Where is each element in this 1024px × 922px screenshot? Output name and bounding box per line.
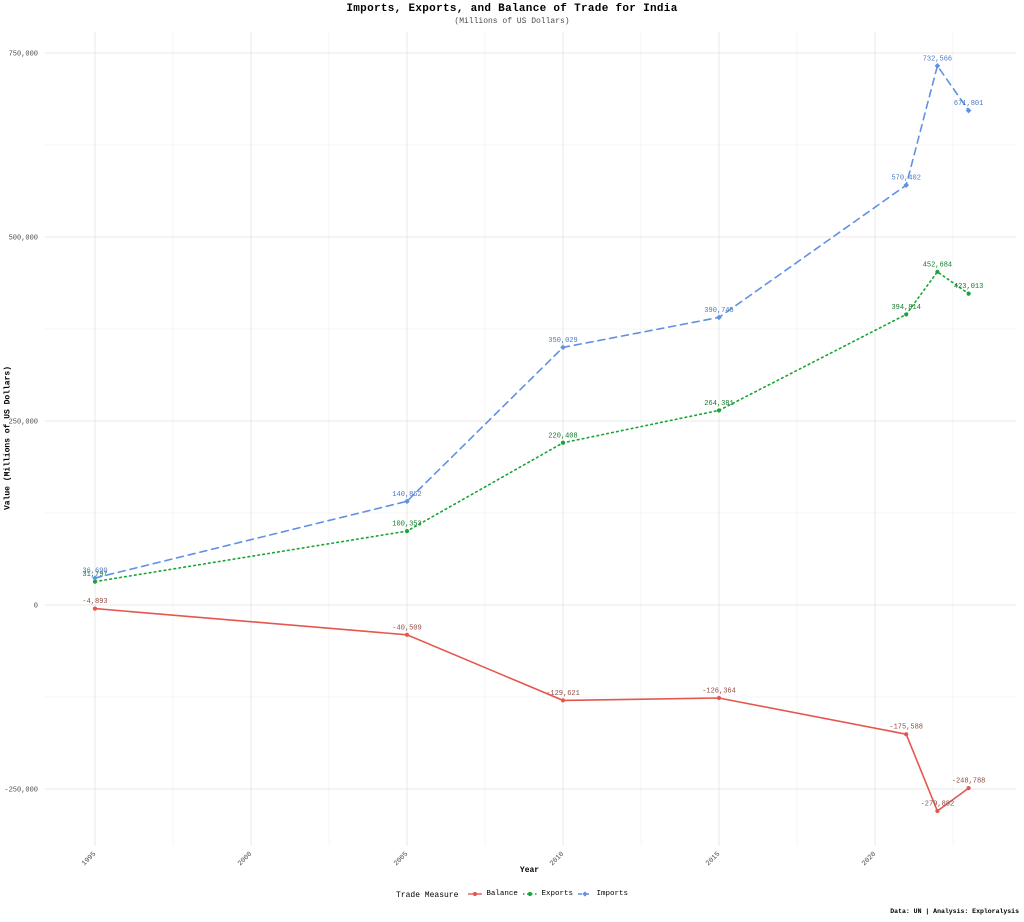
data-label: 570,402	[891, 175, 920, 183]
series-line-imports	[94, 63, 970, 579]
data-point	[904, 312, 909, 317]
data-label: 220,408	[548, 432, 577, 440]
gridlines-major	[45, 32, 1016, 846]
data-label: -126,364	[702, 688, 736, 696]
data-label: -175,588	[889, 724, 923, 732]
legend-key-icon	[523, 891, 538, 897]
y-axis-title: Value (Millions of US Dollars)	[3, 365, 13, 511]
data-point	[560, 698, 566, 703]
data-point	[935, 269, 940, 274]
data-label: -248,788	[952, 778, 986, 786]
data-point	[560, 440, 566, 445]
data-label: 390,745	[704, 307, 733, 315]
data-point	[935, 808, 940, 814]
data-label: 423,013	[954, 283, 983, 291]
data-point	[716, 695, 722, 701]
data-point	[904, 732, 909, 737]
data-label: 140,862	[392, 491, 421, 499]
data-point	[903, 182, 909, 188]
legend-item-label: Imports	[596, 890, 628, 898]
legend-item-exports: Exports	[522, 889, 573, 899]
legend-key-icon	[468, 891, 483, 897]
series-imports: 36,690 140,862 350,029 390,745 570,402 732,56…	[82, 55, 983, 581]
data-label: 264,381	[704, 400, 733, 408]
data-point	[965, 107, 972, 114]
data-point	[716, 314, 722, 321]
data-label: -129,621	[546, 690, 580, 698]
data-point	[934, 63, 941, 69]
legend-title: Trade Measure	[396, 891, 459, 900]
caption: Data: UN | Analysis: Exploralysis	[890, 908, 1019, 915]
legend-key-icon	[578, 891, 593, 897]
data-point	[404, 632, 410, 637]
data-point	[404, 529, 410, 534]
y-tick-label: 0	[34, 603, 38, 611]
series-line-balance	[94, 607, 970, 813]
gridlines-minor	[45, 32, 1016, 846]
legend-items: Balance Exports Imports	[467, 889, 628, 902]
data-label: 36,690	[82, 567, 107, 575]
series-exports: 31,797 100,353 220,408 264,381 394,814 452,68…	[82, 261, 983, 584]
y-tick-label: 500,000	[9, 235, 38, 243]
data-label: -279,882	[921, 800, 955, 808]
data-label: 671,801	[954, 100, 983, 108]
legend-item-imports: Imports	[577, 889, 628, 899]
data-label: 100,353	[392, 521, 421, 529]
data-label: -40,509	[392, 624, 421, 632]
legend-item-label: Balance	[486, 890, 518, 898]
series-balance: -4,893 -40,509 -129,621 -126,364 -175,588 -27…	[82, 598, 986, 814]
y-tick-label: 250,000	[9, 419, 38, 427]
x-axis-title: Year	[519, 866, 540, 875]
data-label: 31,797	[82, 571, 107, 579]
data-point	[560, 344, 566, 351]
series-line-exports	[94, 270, 970, 583]
y-tick-label: 750,000	[9, 51, 38, 59]
data-point	[92, 606, 98, 611]
data-point	[404, 498, 410, 505]
data-point	[92, 575, 98, 581]
data-point	[92, 579, 98, 584]
data-point	[716, 408, 722, 413]
legend-item-label: Exports	[541, 890, 573, 898]
data-label: 732,566	[923, 55, 952, 63]
data-point	[966, 786, 971, 791]
legend-item-balance: Balance	[467, 889, 518, 899]
chart-title: Imports, Exports, and Balance of Trade f…	[346, 3, 678, 15]
data-label: 452,684	[923, 261, 952, 269]
data-label: 394,814	[891, 304, 920, 312]
data-point	[966, 291, 971, 296]
y-tick-label: -250,000	[4, 787, 38, 795]
legend: Trade Measure Balance Exports Imports	[0, 889, 1024, 902]
chart-subtitle: (Millions of US Dollars)	[454, 17, 570, 26]
data-label: 350,029	[548, 337, 577, 345]
data-label: -4,893	[82, 598, 107, 606]
